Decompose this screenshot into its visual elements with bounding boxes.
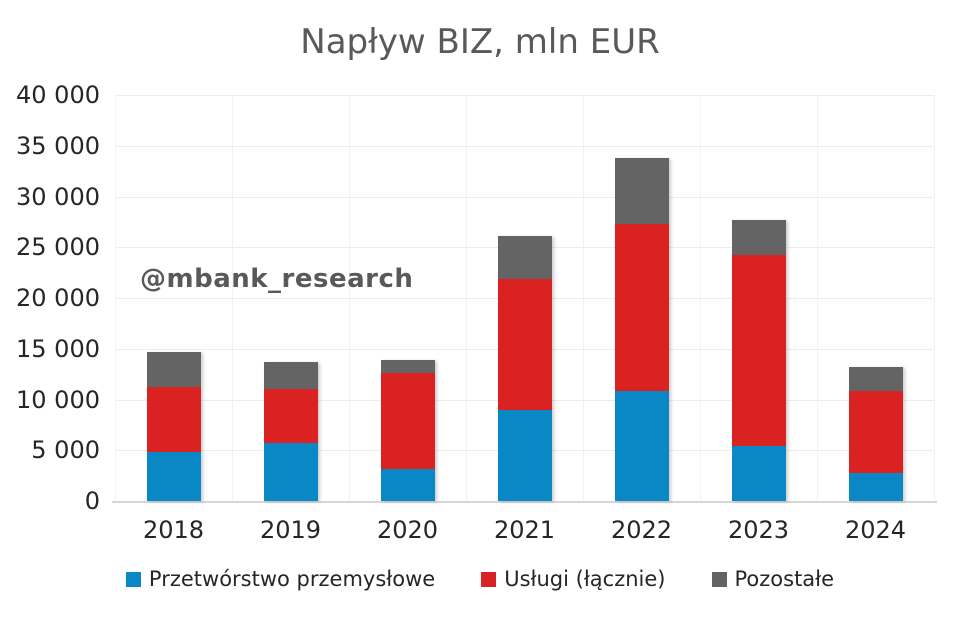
chart-title: Napływ BIZ, mln EUR — [300, 22, 660, 62]
bar-segment-2021 — [497, 278, 552, 410]
gridline-vertical — [583, 95, 584, 501]
y-tick-label: 15 000 — [16, 334, 100, 363]
legend-item: Pozostałe — [711, 567, 835, 591]
x-tick-label: 2024 — [844, 516, 907, 544]
plot-area — [112, 95, 937, 503]
gridline-horizontal — [115, 196, 934, 198]
x-tick-label: 2022 — [610, 516, 673, 544]
legend-label: Usługi (łącznie) — [504, 567, 666, 591]
bar-2020 — [380, 359, 435, 501]
gridline-vertical — [466, 95, 467, 501]
legend-swatch-icon — [481, 571, 497, 587]
bar-segment-2024 — [848, 391, 903, 473]
legend-swatch-icon — [125, 571, 141, 587]
bar-segment-2019 — [263, 443, 318, 501]
bar-2023 — [731, 219, 786, 501]
legend: Przetwórstwo przemysłowe Usługi (łącznie)… — [0, 567, 960, 591]
y-axis: 0 5 000 10 000 15 000 20 000 25 000 30 000 35 0… — [0, 81, 100, 515]
bar-segment-2020 — [380, 359, 435, 374]
gridline-vertical — [115, 95, 116, 501]
y-tick-label: 30 000 — [16, 182, 100, 211]
gridline-vertical — [700, 95, 701, 501]
bar-segment-2021 — [497, 409, 552, 501]
y-tick-label: 40 000 — [16, 81, 100, 109]
y-tick-label: 10 000 — [16, 385, 100, 414]
gridline-vertical — [934, 95, 935, 501]
bar-2022 — [614, 157, 669, 501]
x-tick-label: 2018 — [142, 516, 205, 544]
bar-segment-2020 — [380, 468, 435, 501]
bar-2018 — [146, 351, 201, 501]
x-tick-label: 2019 — [259, 516, 322, 544]
y-tick-label: 5 000 — [31, 436, 100, 465]
gridline-vertical — [232, 95, 233, 501]
bar-segment-2024 — [848, 367, 903, 392]
bar-segment-2022 — [614, 391, 669, 501]
bar-segment-2018 — [146, 351, 201, 388]
legend-label: Przetwórstwo przemysłowe — [148, 567, 436, 591]
bar-segment-2018 — [146, 452, 201, 501]
x-axis-line — [112, 501, 937, 503]
y-tick-label: 0 — [84, 487, 100, 515]
bar-segment-2022 — [614, 223, 669, 392]
x-tick-label: 2021 — [493, 516, 556, 544]
bar-segment-2019 — [263, 389, 318, 444]
bar-2019 — [263, 361, 318, 501]
bar-segment-2023 — [731, 255, 786, 447]
bar-segment-2022 — [614, 157, 669, 224]
bar-segment-2019 — [263, 361, 318, 390]
y-tick-label: 25 000 — [16, 233, 100, 262]
watermark: @mbank_research — [140, 264, 414, 294]
bar-segment-2021 — [497, 236, 552, 279]
x-tick-label: 2023 — [727, 516, 790, 544]
gridline-vertical — [817, 95, 818, 501]
x-axis: 2018 2019 2020 2021 2022 2023 2024 — [115, 516, 934, 550]
bar-2024 — [848, 367, 903, 501]
legend-swatch-icon — [711, 571, 727, 587]
bar-segment-2023 — [731, 219, 786, 256]
bar-segment-2024 — [848, 472, 903, 501]
gridline-horizontal — [115, 145, 934, 147]
bar-segment-2018 — [146, 387, 201, 453]
legend-label: Pozostałe — [734, 567, 835, 591]
legend-item: Usługi (łącznie) — [481, 567, 666, 591]
x-tick-label: 2020 — [376, 516, 439, 544]
gridline-vertical — [349, 95, 350, 501]
y-tick-label: 20 000 — [16, 284, 100, 312]
y-tick-label: 35 000 — [16, 131, 100, 160]
legend-item: Przetwórstwo przemysłowe — [125, 567, 436, 591]
bar-2021 — [497, 236, 552, 501]
gridline-horizontal — [115, 95, 934, 96]
bar-segment-2023 — [731, 446, 786, 501]
bar-segment-2020 — [380, 373, 435, 469]
